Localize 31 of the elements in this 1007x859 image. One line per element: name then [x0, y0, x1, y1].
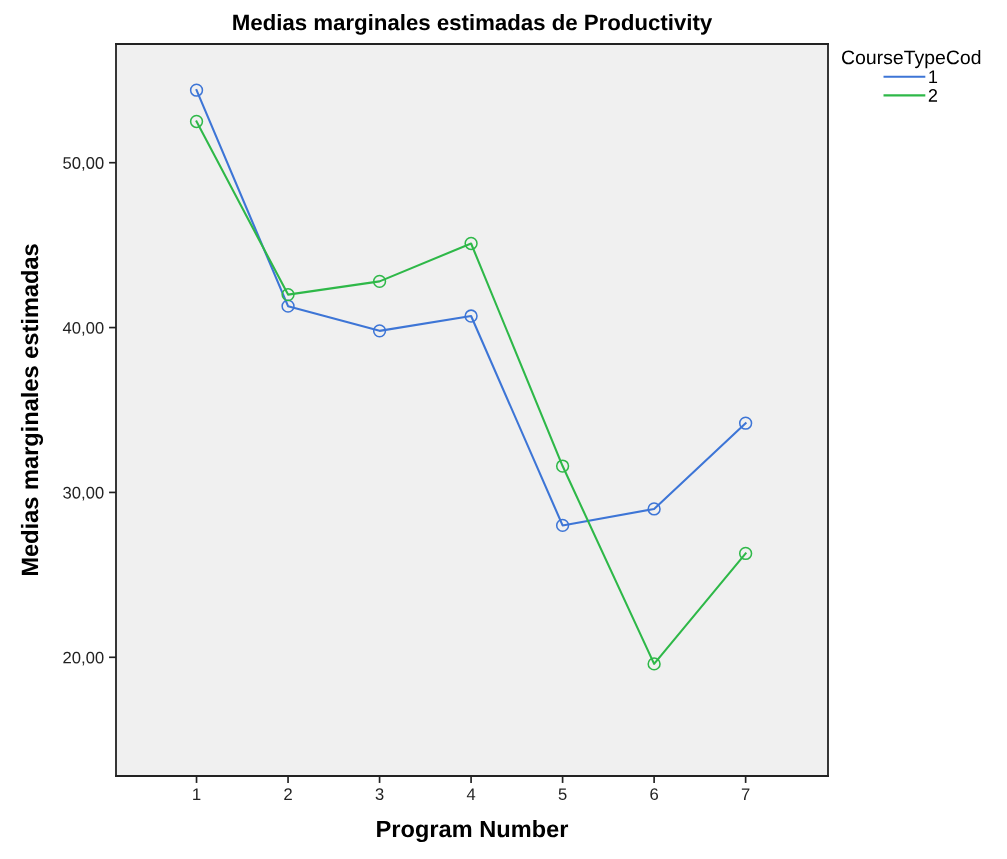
legend-title: CourseTypeCod — [841, 50, 981, 69]
point — [281, 299, 295, 313]
point — [555, 518, 570, 533]
legend-label: 1 — [929, 70, 938, 84]
point — [189, 114, 204, 129]
chart-title: Medias marginales estimadas de Productivity — [233, 14, 713, 35]
point — [647, 657, 661, 671]
point — [464, 236, 478, 251]
point — [464, 309, 478, 323]
y-tick-label: 50,00 — [63, 157, 104, 171]
legend-label: 2 — [928, 89, 938, 102]
y-tick-label: 20,00 — [63, 651, 104, 666]
point — [189, 83, 204, 97]
x-tick-label: 6 — [650, 788, 659, 801]
point — [372, 274, 387, 289]
point — [281, 287, 295, 302]
x-tick-label: 1 — [193, 788, 201, 800]
point — [738, 546, 753, 561]
point — [647, 502, 661, 516]
y-tick-label: 30,00 — [63, 486, 104, 501]
y-tick-label: 40,00 — [62, 321, 104, 336]
point — [738, 416, 753, 430]
x-tick-label: 4 — [466, 788, 476, 800]
y-axis-title: Medias marginales estimadas — [20, 244, 44, 576]
x-tick-label: 5 — [558, 788, 567, 801]
point — [372, 324, 387, 338]
x-tick-label: 2 — [284, 788, 292, 800]
point — [555, 459, 570, 473]
x-tick-label: 3 — [375, 788, 384, 801]
x-axis-title: Program Number — [377, 820, 569, 843]
x-tick-label: 7 — [741, 788, 750, 800]
